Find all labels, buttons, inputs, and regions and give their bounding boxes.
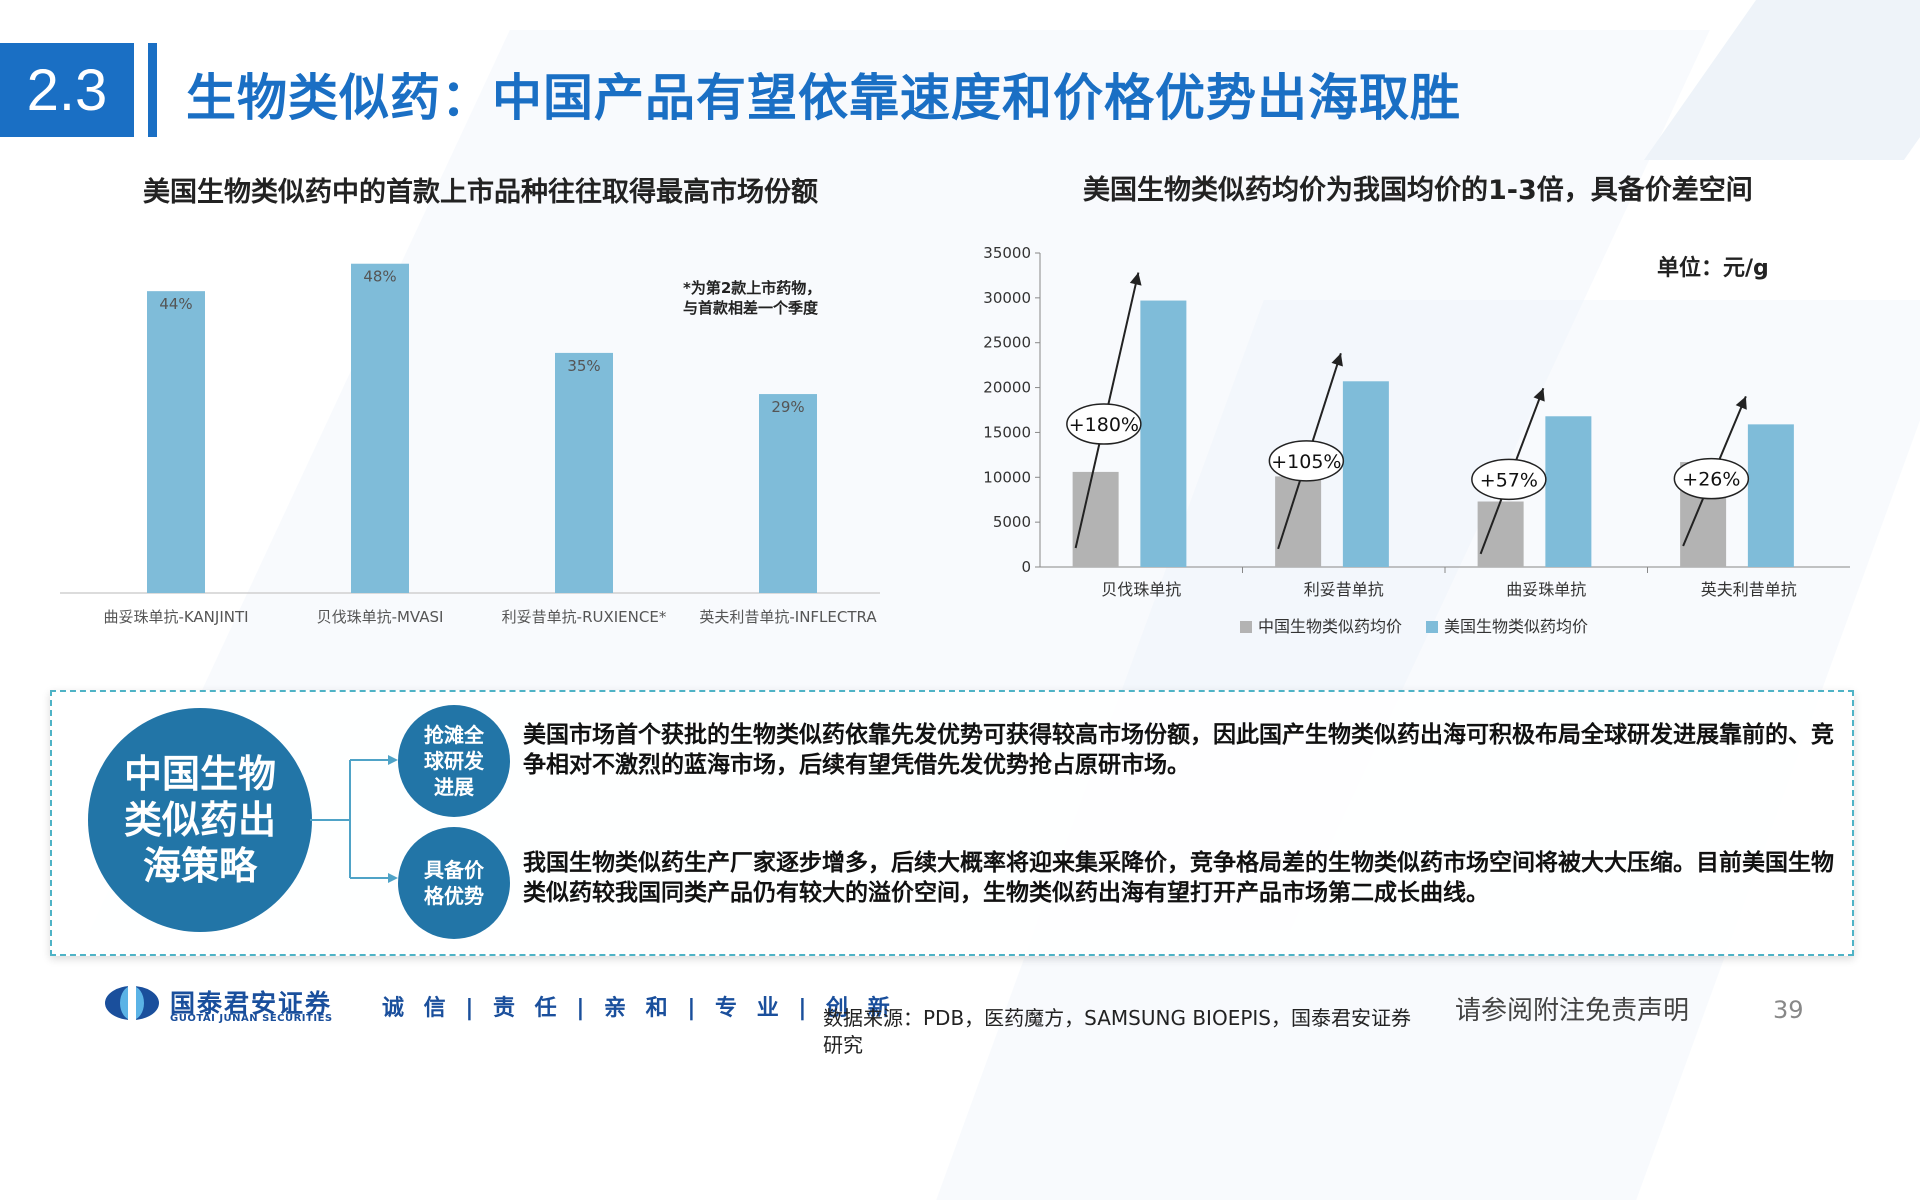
- arrow-head: [1331, 353, 1343, 367]
- strategy-point-badge: 具备价 格优势: [398, 827, 510, 939]
- y-tick-label: 0: [1021, 558, 1031, 576]
- company-logo-icon: [105, 986, 159, 1020]
- y-tick-label: 25000: [983, 334, 1031, 352]
- growth-annotation-label: +105%: [1271, 451, 1341, 473]
- page-title: 生物类似药：中国产品有望依靠速度和价格优势出海取胜: [186, 69, 1461, 127]
- category-label: 曲妥珠单抗-KANJINTI: [103, 608, 248, 626]
- y-tick-label: 15000: [983, 423, 1031, 441]
- price-bar: [1477, 501, 1524, 567]
- growth-annotation-label: +180%: [1069, 414, 1139, 436]
- badge-line: 球研发: [424, 749, 484, 773]
- chart-note-line: 与首款相差一个季度: [683, 299, 819, 317]
- category-label: 贝伐珠单抗-MVASI: [317, 608, 444, 626]
- bar-data-label: 44%: [159, 295, 192, 313]
- category-label: 英夫利昔单抗: [1701, 580, 1797, 599]
- title-divider: [148, 43, 157, 137]
- y-tick-label: 5000: [993, 513, 1031, 531]
- category-label: 曲妥珠单抗: [1506, 580, 1586, 599]
- strategy-center-line: 类似药出: [123, 798, 276, 842]
- bar-data-label: 48%: [363, 268, 396, 286]
- price-bar: [1140, 300, 1187, 567]
- unit-label: 单位：元/g: [1657, 256, 1769, 281]
- category-label: 英夫利昔单抗-INFLECTRA: [699, 608, 877, 626]
- disclaimer-link[interactable]: 请参阅附注免责声明: [1455, 996, 1690, 1026]
- connector-arrows: [310, 755, 398, 883]
- legend-label: 中国生物类似药均价: [1258, 617, 1402, 636]
- data-source: 数据来源：PDB，医药魔方，SAMSUNG BIOEPIS，国泰君安证券研究: [823, 1006, 1411, 1057]
- right-chart-title: 美国生物类似药均价为我国均价的1-3倍，具备价差空间: [1083, 175, 1753, 206]
- growth-annotation-bubble: [1066, 403, 1142, 445]
- chart-note-line: *为第2款上市药物，: [683, 279, 822, 297]
- category-label: 利妥昔单抗-RUXIENCE*: [502, 608, 667, 626]
- strategy-point-badge: 抢滩全 球研发 进展: [398, 705, 510, 817]
- company-slogan: 诚 信 | 责 任 | 亲 和 | 专 业 | 创 新: [382, 996, 896, 1021]
- category-label: 贝伐珠单抗: [1101, 580, 1181, 599]
- price-bar: [1747, 424, 1794, 567]
- strategy-center-circle: 中国生物 类似药出 海策略: [88, 708, 312, 932]
- left-chart-title: 美国生物类似药中的首款上市品种往往取得最高市场份额: [143, 177, 818, 208]
- y-tick-label: 10000: [983, 468, 1031, 486]
- chart-note: *为第2款上市药物， 与首款相差一个季度: [683, 278, 821, 318]
- category-label: 利妥昔单抗: [1304, 580, 1384, 599]
- arrow-head: [1735, 396, 1747, 410]
- price-bar: [1545, 416, 1592, 567]
- badge-line: 抢滩全: [424, 723, 484, 747]
- bar-data-label: 35%: [567, 357, 600, 375]
- growth-annotation-bubble: [1471, 458, 1547, 501]
- market-share-bar: [147, 291, 205, 593]
- price-comparison-chart: 0 5000 10000 15000 20000 25000 30000 35000 贝伐珠单抗…: [983, 244, 1850, 636]
- badge-line: 具备价: [424, 858, 484, 882]
- badge-line: 格优势: [424, 884, 484, 908]
- strategy-point-text: 我国生物类似药生产厂家逐步增多，后续大概率将迎来集采降价，竞争格局差的生物类似药…: [523, 850, 1834, 906]
- arrow-head: [1533, 388, 1545, 402]
- growth-annotation-bubble: [1268, 440, 1345, 482]
- strategy-point-text: 美国市场首个获批的生物类似药依靠先发优势可获得较高市场份额，因此国产生物类似药出…: [523, 722, 1834, 778]
- y-tick-label: 35000: [983, 244, 1031, 262]
- growth-annotation-label: +26%: [1682, 469, 1740, 491]
- badge-line: 进展: [434, 775, 474, 799]
- price-bar: [1275, 476, 1322, 567]
- section-number: 2.3: [0, 43, 134, 137]
- y-tick-label: 30000: [983, 289, 1031, 307]
- legend-swatch: [1240, 621, 1252, 633]
- y-tick-label: 20000: [983, 379, 1031, 397]
- legend-swatch: [1426, 621, 1438, 633]
- price-bar: [1072, 471, 1119, 567]
- strategy-center-line: 中国生物: [123, 752, 276, 796]
- legend-label: 美国生物类似药均价: [1444, 617, 1588, 636]
- company-name-en: GUOTAI JUNAN SECURITIES: [170, 1013, 333, 1024]
- market-share-bar: [555, 352, 613, 593]
- strategy-center-line: 海策略: [142, 844, 257, 888]
- market-share-bar: [351, 263, 409, 593]
- bar-data-label: 29%: [771, 398, 804, 416]
- growth-annotation-bubble: [1673, 457, 1750, 500]
- market-share-bar: [759, 394, 817, 593]
- price-bar: [1342, 381, 1389, 567]
- market-share-chart: 44% 曲妥珠单抗-KANJINTI 48% 贝伐珠单抗-MVASI 35% 利妥昔单抗-…: [60, 263, 880, 626]
- company-name: 国泰君安证券: [170, 989, 333, 1018]
- arrow-head: [1129, 272, 1142, 286]
- growth-annotation-label: +57%: [1480, 469, 1538, 491]
- page-number: 39: [1773, 996, 1804, 1024]
